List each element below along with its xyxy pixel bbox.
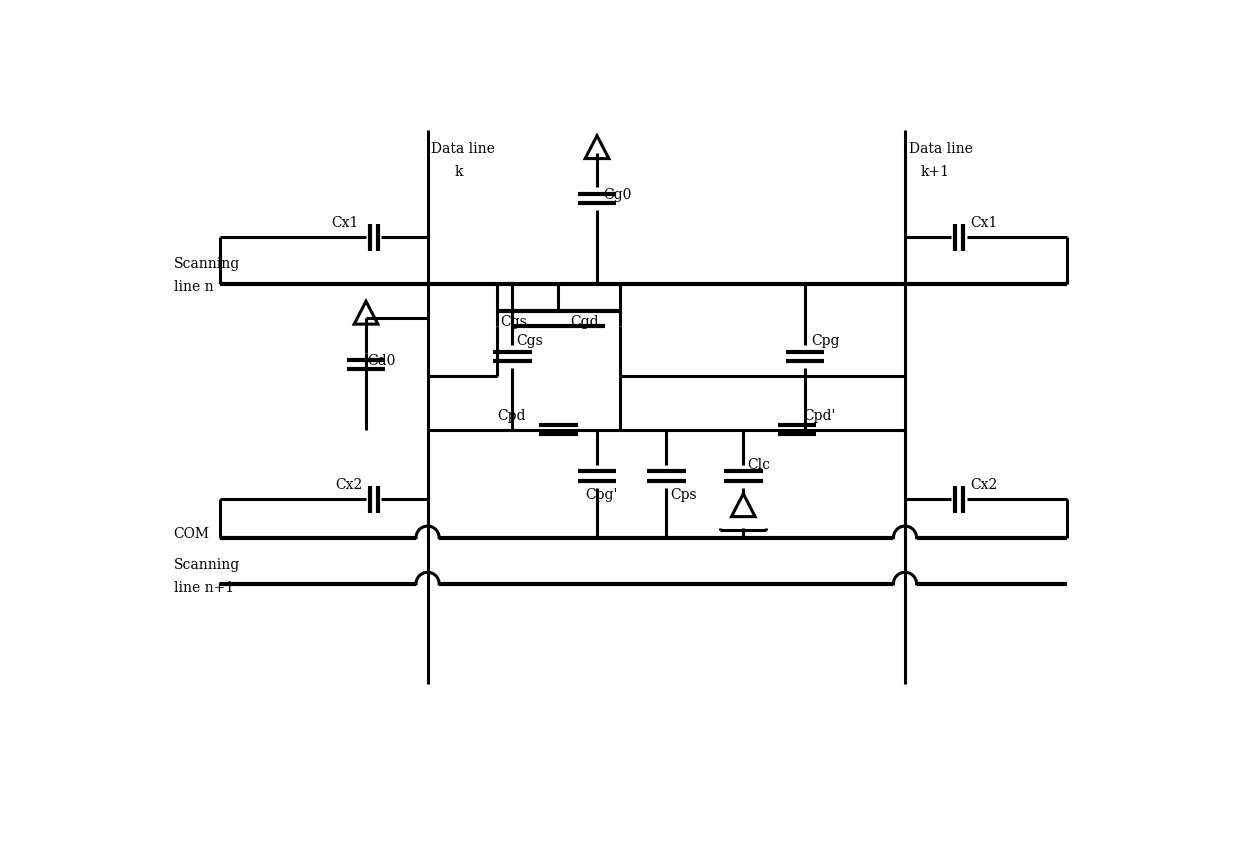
Text: Cgd: Cgd <box>570 315 599 329</box>
Text: Cg0: Cg0 <box>603 188 631 202</box>
Text: Cpd: Cpd <box>497 409 526 423</box>
Text: COM: COM <box>174 527 210 541</box>
Text: k+1: k+1 <box>920 165 950 179</box>
Text: Cgs: Cgs <box>516 334 543 348</box>
Text: Cps: Cps <box>670 488 697 502</box>
Text: Scanning: Scanning <box>174 557 239 572</box>
Text: Clc: Clc <box>748 457 770 471</box>
Text: Cpg: Cpg <box>811 334 839 348</box>
Text: Cgs: Cgs <box>501 315 527 329</box>
Text: Cx1: Cx1 <box>971 216 998 231</box>
Text: line n: line n <box>174 280 213 294</box>
Text: Cx2: Cx2 <box>335 478 362 492</box>
Text: Data line: Data line <box>909 142 972 156</box>
Text: Scanning: Scanning <box>174 257 239 271</box>
Text: Cpg': Cpg' <box>585 488 618 502</box>
Text: Cx1: Cx1 <box>331 216 358 231</box>
Text: line n+1: line n+1 <box>174 581 233 595</box>
Text: Cx2: Cx2 <box>971 478 998 492</box>
Text: Cpd': Cpd' <box>804 409 836 423</box>
Text: Cd0: Cd0 <box>367 354 396 368</box>
Text: k: k <box>455 165 463 179</box>
Text: Data line: Data line <box>432 142 495 156</box>
